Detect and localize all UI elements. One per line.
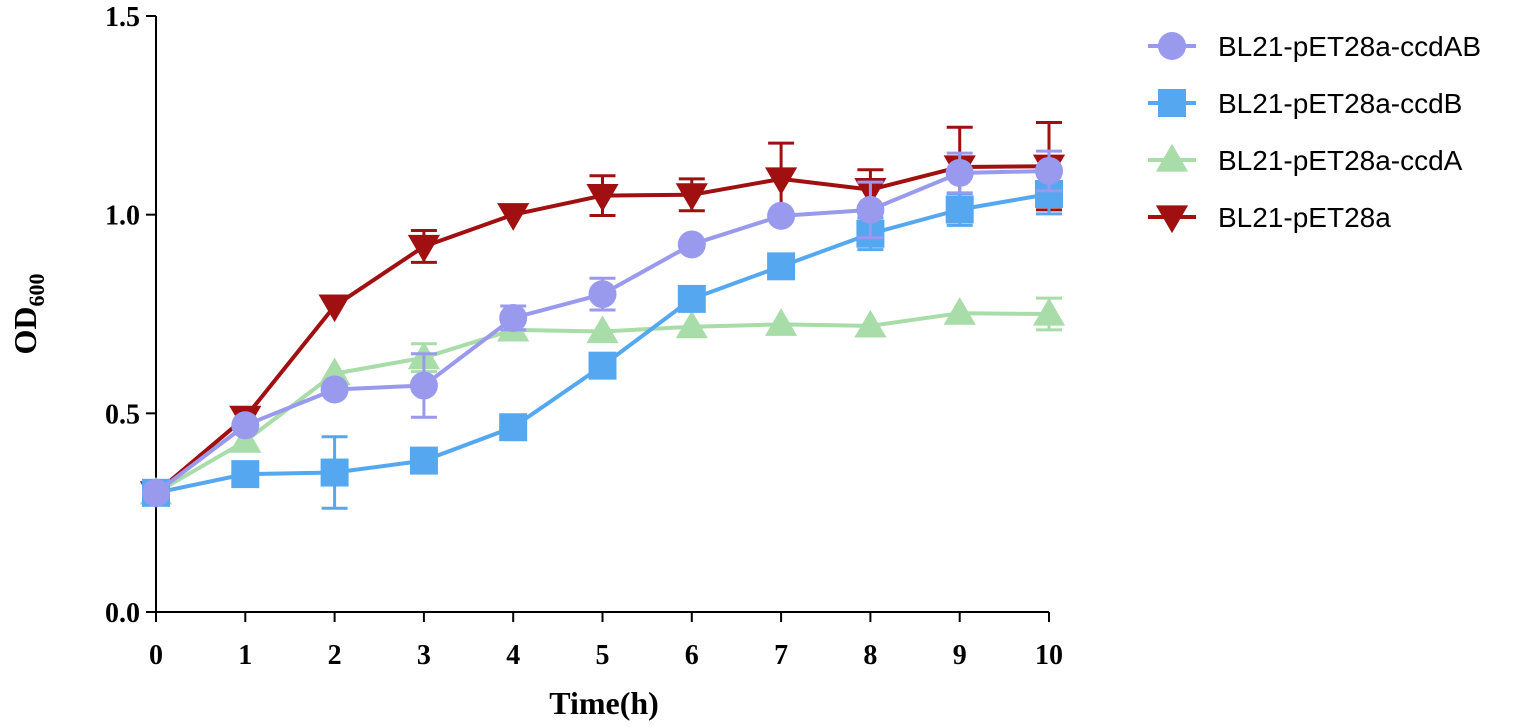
data-point [588,280,617,309]
legend-marker [1158,32,1186,60]
series-layer [139,120,1066,510]
x-tick-label: 10 [1035,640,1063,671]
x-tick-label: 3 [417,640,431,671]
y-axis-title-subscript: 600 [24,274,49,307]
legend-marker [1155,143,1189,172]
legend-label: BL21-pET28a-ccdB [1218,88,1462,119]
y-tick-label: 1.0 [105,201,140,232]
x-tick-label: 7 [774,640,788,671]
legend-label: BL21-pET28a-ccdAB [1218,31,1481,62]
y-axis-title: OD600 [7,274,49,355]
legend-label: BL21-pET28a-ccdA [1218,145,1463,176]
data-point [767,201,796,230]
legend-marker [1158,89,1186,117]
x-tick-label: 9 [953,640,967,671]
data-point [943,297,976,325]
data-point [765,308,798,336]
x-tick-label: 4 [506,640,520,671]
plot-area: 0.0 0.5 1.0 1.5 0 1 2 3 4 5 6 7 8 9 10 [105,2,1066,671]
data-point [318,294,351,323]
y-axis-title-main: OD [7,307,43,355]
data-point [231,411,260,440]
data-point [945,158,974,187]
data-point [497,203,530,231]
legend-item: BL21-pET28a-ccdAB [1148,31,1481,62]
x-tick-label: 2 [328,640,342,671]
series-line [155,192,1050,495]
x-axis-ticks: 0 1 2 3 4 5 6 7 8 9 10 [149,612,1063,671]
data-point [767,252,796,281]
data-point [499,413,528,442]
series-BL21-pET28a-ccdAB [142,149,1063,507]
y-tick-label: 0.0 [105,598,140,629]
x-axis-title: Time(h) [549,685,659,721]
legend-marker [1155,205,1189,234]
data-point [320,375,349,404]
data-point [409,371,438,400]
legend-item: BL21-pET28a-ccdB [1148,88,1462,119]
data-point [677,230,706,259]
y-axis-ticks: 0.0 0.5 1.0 1.5 [105,2,156,629]
legend: BL21-pET28a-ccdAB BL21-pET28a-ccdB BL21-pE… [1148,31,1481,234]
data-point [231,460,260,489]
data-point [675,183,708,211]
data-point [142,478,170,507]
x-tick-label: 8 [863,640,877,671]
data-point [765,167,798,196]
data-point [854,309,887,338]
data-point [320,458,349,487]
x-tick-label: 6 [685,640,699,671]
x-tick-label: 0 [149,640,163,671]
x-tick-label: 1 [238,640,252,671]
data-point [588,351,617,380]
y-tick-label: 0.5 [105,399,140,430]
data-point [1035,156,1063,185]
data-point [407,234,440,263]
data-point [499,303,528,332]
data-point [677,284,706,313]
data-point [675,310,708,339]
legend-label: BL21-pET28a [1218,202,1391,233]
y-tick-label: 1.5 [105,2,140,33]
data-point [945,195,974,224]
legend-item: BL21-pET28a-ccdA [1148,143,1463,176]
data-point [586,184,619,212]
data-point [586,315,619,344]
data-point [856,195,885,224]
legend-item: BL21-pET28a [1148,202,1391,234]
x-tick-label: 5 [596,640,610,671]
data-point [1032,297,1066,326]
data-point [409,446,438,475]
